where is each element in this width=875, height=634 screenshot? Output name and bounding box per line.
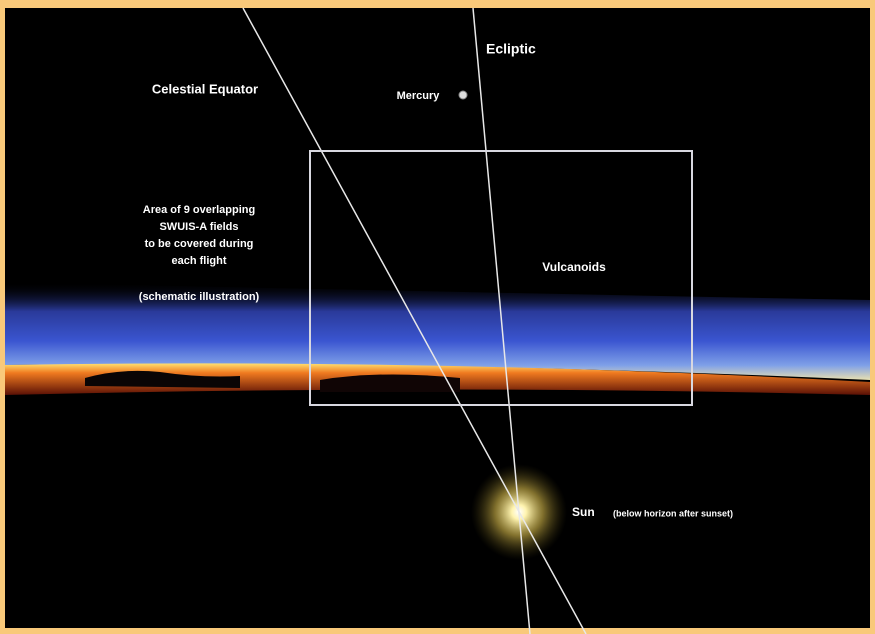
vulcanoids-label: Vulcanoids bbox=[542, 260, 606, 274]
mercury-dot bbox=[459, 91, 467, 99]
area-note-line: SWUIS-A fields bbox=[159, 221, 238, 233]
mercury-label: Mercury bbox=[397, 90, 441, 102]
ground-shadow bbox=[5, 395, 870, 628]
sun-note: (below horizon after sunset) bbox=[613, 508, 733, 518]
area-note-line: Area of 9 overlapping bbox=[143, 204, 255, 216]
area-note-line: to be covered during bbox=[145, 238, 254, 250]
equator-label: Celestial Equator bbox=[152, 81, 258, 96]
illustration: Ecliptic Celestial Equator Mercury Area … bbox=[0, 0, 875, 634]
area-note-line: each flight bbox=[171, 255, 226, 267]
schematic-label: (schematic illustration) bbox=[139, 291, 260, 303]
ecliptic-label: Ecliptic bbox=[486, 41, 536, 57]
sun-label: Sun bbox=[572, 505, 595, 519]
